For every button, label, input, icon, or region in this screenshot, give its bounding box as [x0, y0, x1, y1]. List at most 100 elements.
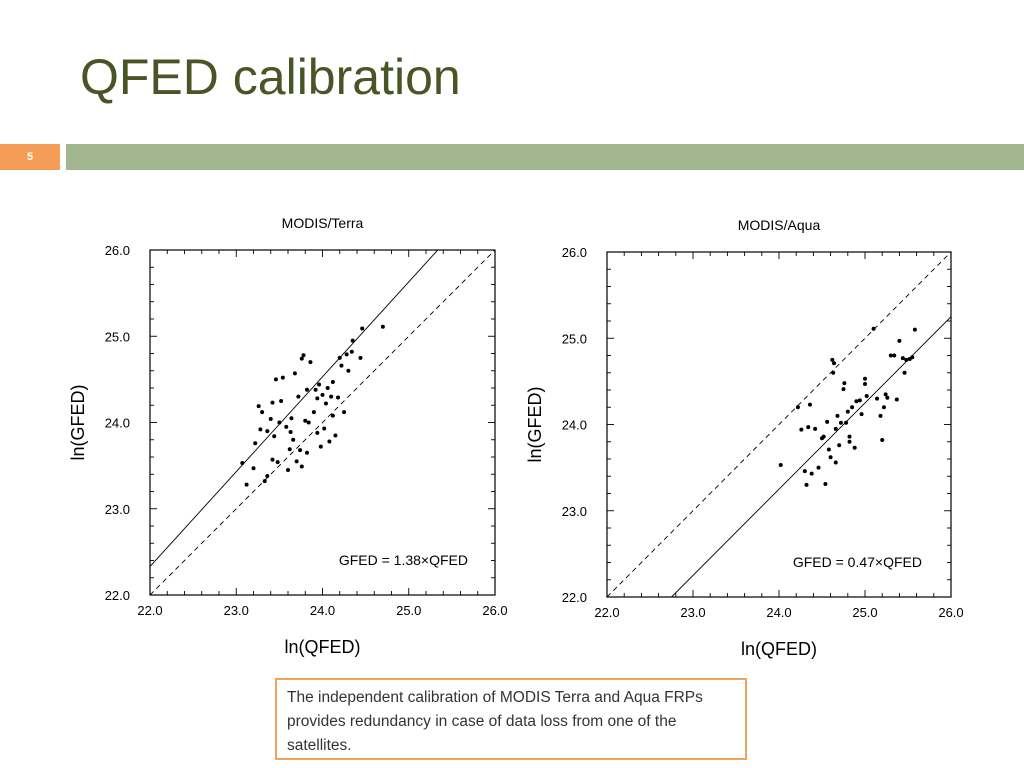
chart-2-data-point: [844, 420, 849, 425]
chart-1-data-point: [270, 457, 275, 462]
chart-1-data-point: [323, 401, 328, 406]
chart-1-y-tick-label: 25.0: [105, 329, 130, 344]
chart-2-data-point: [832, 361, 837, 366]
chart-2-data-point: [795, 405, 800, 410]
chart-2-data-point: [802, 469, 807, 474]
chart-2-data-point: [863, 376, 867, 381]
chart-1-data-point: [318, 444, 323, 449]
chart-1-y-tick-label: 22.0: [105, 588, 130, 603]
chart-1-x-tick-label: 24.0: [310, 603, 335, 618]
chart-1-data-point: [258, 427, 263, 432]
chart-2-data-point: [888, 353, 893, 358]
chart-1-data-point: [299, 356, 304, 361]
chart-2-data-point: [900, 356, 905, 361]
chart-2-data-point: [825, 419, 830, 424]
chart-1-x-tick-label: 22.0: [137, 603, 162, 618]
slide-number: 5: [0, 144, 60, 170]
chart-1-data-point: [337, 355, 342, 360]
chart-1-data-point: [265, 473, 270, 478]
chart-2-x-tick-label: 22.0: [594, 605, 619, 620]
chart-2-data-point: [892, 353, 897, 358]
chart-1-data-point: [253, 441, 258, 446]
chart-2-y-axis-label: ln(GFED): [525, 387, 545, 463]
chart-2-data-point: [883, 392, 888, 397]
chart-1-data-point: [273, 377, 278, 382]
chart-2-data-point: [894, 397, 899, 402]
chart-2-data-point: [897, 338, 902, 343]
chart-1-data-point: [286, 467, 290, 472]
chart-2-data-point: [831, 370, 836, 375]
chart-2-y-tick-label: 24.0: [562, 418, 587, 433]
chart-2-data-point: [875, 396, 880, 401]
chart-1-data-point: [284, 424, 289, 429]
chart-1-data-point: [280, 375, 285, 380]
chart-2-x-tick-label: 25.0: [852, 605, 877, 620]
chart-1-x-tick-label: 23.0: [224, 603, 249, 618]
chart-2-x-tick-label: 24.0: [766, 605, 791, 620]
chart-1-y-tick-label: 23.0: [105, 502, 130, 517]
chart-1-data-point: [294, 459, 299, 464]
chart-1-data-point: [292, 371, 297, 376]
chart-1-data-point: [320, 392, 325, 397]
chart-1-data-point: [317, 382, 322, 387]
chart-1-data-point: [380, 324, 385, 329]
chart-1-data-point: [344, 352, 349, 357]
chart-2-data-point: [778, 463, 783, 468]
chart-2-data-point: [904, 357, 909, 362]
chart-2-data-point: [837, 443, 842, 448]
chart-2-data-point: [864, 394, 869, 399]
chart-1-data-point: [288, 429, 293, 434]
chart-1-x-tick-label: 25.0: [396, 603, 421, 618]
chart-2-x-axis-label: ln(QFED): [741, 639, 817, 659]
chart-1-data-point: [350, 338, 355, 343]
chart-2-data-point: [807, 402, 812, 407]
chart-2-x-tick-label: 23.0: [680, 605, 705, 620]
chart-1-data-point: [301, 353, 306, 358]
chart-2-data-point: [850, 405, 855, 410]
chart-1-data-point: [262, 479, 267, 484]
chart-2-title: MODIS/Aqua: [738, 217, 821, 233]
chart-2-y-tick-label: 22.0: [562, 590, 587, 605]
chart-1-data-point: [291, 437, 296, 442]
chart-2-data-point: [854, 399, 859, 404]
chart-1-data-point: [272, 434, 277, 439]
chart-2-regression-annotation: GFED = 0.47×QFED: [793, 554, 922, 570]
chart-1-y-tick-label: 26.0: [105, 243, 130, 258]
chart-1-x-tick-label: 26.0: [482, 603, 507, 618]
chart-1-data-point: [349, 349, 354, 354]
chart-1-data-point: [342, 410, 347, 415]
chart-1-data-point: [240, 461, 245, 466]
chart-1-data-point: [315, 430, 320, 435]
chart-2-data-point: [828, 455, 833, 460]
chart-2-data-point: [835, 413, 840, 418]
chart-1-data-point: [358, 355, 363, 360]
chart-1-data-point: [289, 416, 294, 421]
chart-2-data-point: [830, 357, 835, 362]
chart-1-data-point: [275, 460, 280, 465]
chart-1-data-point: [260, 410, 265, 415]
slide-title: QFED calibration: [80, 49, 461, 105]
chart-2-data-point: [806, 425, 811, 430]
chart-1-data-point: [313, 387, 318, 392]
chart-2-data-point: [823, 482, 828, 487]
chart-1-data-point: [299, 464, 304, 469]
chart-1-data-point: [304, 450, 309, 455]
chart-1-data-point: [339, 363, 344, 368]
chart-1-y-tick-label: 24.0: [105, 416, 130, 431]
chart-2-data-point: [845, 409, 850, 414]
chart-2-y-tick-label: 25.0: [562, 331, 587, 346]
chart-2-y-tick-label: 23.0: [562, 504, 587, 519]
chart-2-data-point: [826, 447, 831, 452]
chart-2-data-point: [841, 387, 846, 392]
chart-1-data-point: [336, 395, 341, 400]
chart-1-title: MODIS/Terra: [282, 215, 364, 231]
chart-2-data-point: [880, 438, 885, 443]
chart-1-data-point: [308, 360, 313, 365]
chart-1-data-point: [265, 429, 270, 434]
title-accent-bar: [66, 144, 1024, 170]
chart-1-data-point: [304, 387, 309, 392]
caption-box: The independent calibration of MODIS Ter…: [275, 678, 747, 760]
chart-1-data-point: [322, 426, 327, 431]
chart-2-data-point: [885, 395, 890, 400]
chart-2-x-tick-label: 26.0: [938, 605, 963, 620]
